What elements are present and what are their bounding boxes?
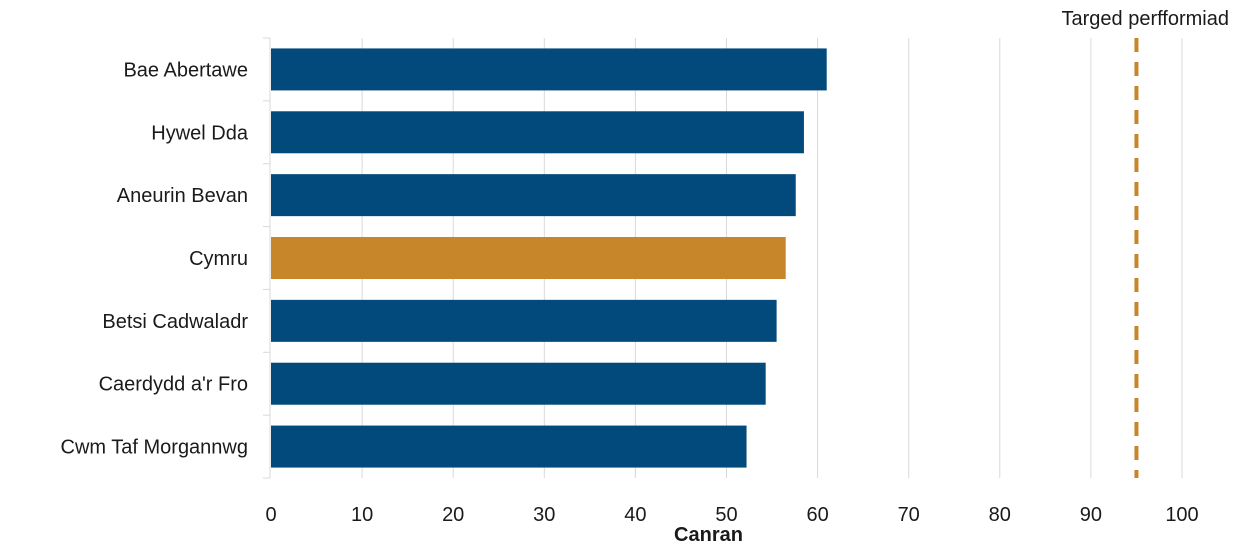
category-label: Bae Abertawe: [123, 59, 248, 81]
x-tick-label: 90: [1080, 504, 1102, 526]
target-label: Targed perfformiad: [1062, 8, 1230, 30]
x-axis-ticks: 0 10 20 30 40 50 60 70 80 90 100: [265, 504, 1198, 526]
bar: [271, 174, 796, 217]
bar: [271, 48, 827, 91]
bar: [271, 362, 766, 405]
x-tick-label: 10: [351, 504, 373, 526]
x-tick-label: 60: [806, 504, 828, 526]
x-tick-label: 30: [533, 504, 555, 526]
bar: [271, 299, 777, 342]
category-label: Caerdydd a'r Fro: [99, 374, 248, 396]
category-label: Cymru: [189, 248, 248, 270]
x-tick-label: 20: [442, 504, 464, 526]
x-tick-label: 40: [624, 504, 646, 526]
x-tick-label: 70: [898, 504, 920, 526]
y-axis: Bae Abertawe Hywel Dda Aneurin Bevan Cymru B…: [61, 37, 271, 479]
category-label: Betsi Cadwaladr: [102, 311, 248, 333]
x-tick-label: 80: [989, 504, 1011, 526]
bar-highlight: [271, 237, 786, 279]
x-tick-label: 0: [265, 504, 276, 526]
category-label: Cwm Taf Morgannwg: [61, 437, 248, 459]
category-label: Aneurin Bevan: [117, 185, 248, 207]
x-tick-label: 100: [1165, 504, 1198, 526]
category-label: Hywel Dda: [151, 122, 249, 144]
bars: [271, 48, 827, 468]
bar: [271, 425, 747, 468]
x-tick-label: 50: [715, 504, 737, 526]
x-axis-title: Canran: [674, 524, 743, 546]
bar: [271, 111, 804, 154]
